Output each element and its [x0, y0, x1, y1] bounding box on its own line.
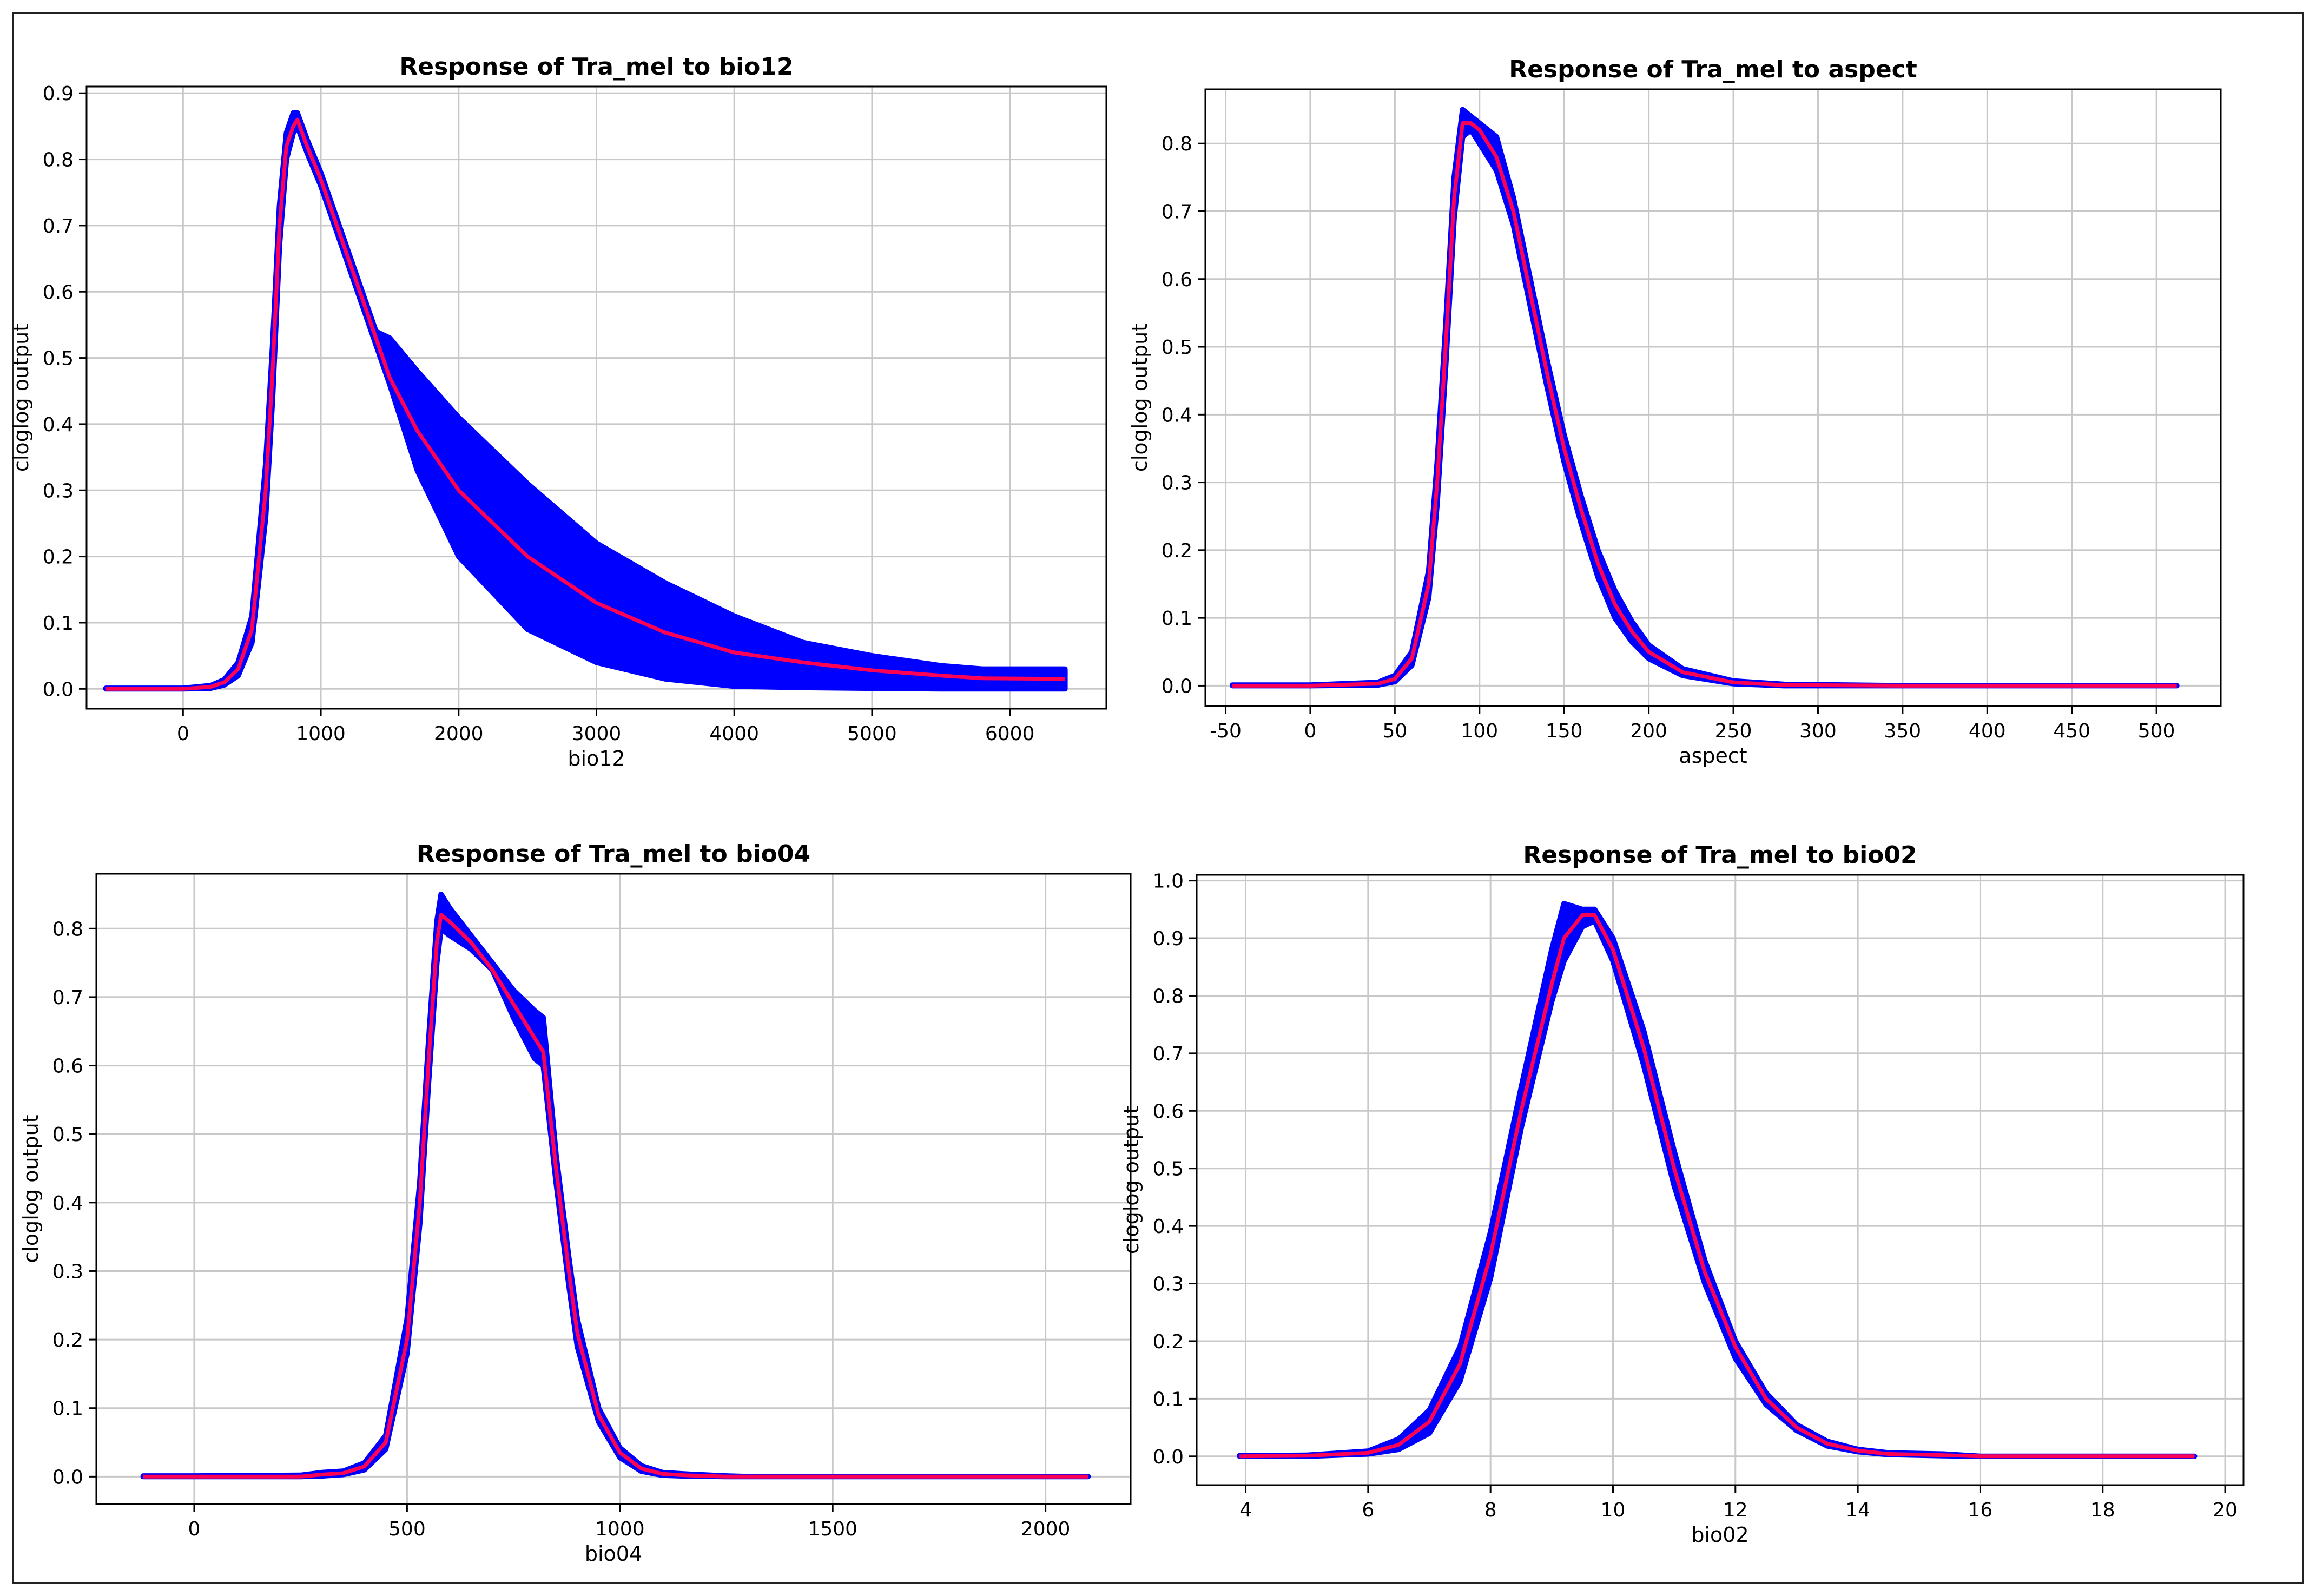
- y-tick-label: 0.7: [52, 987, 83, 1009]
- y-tick-label: 0.6: [52, 1056, 83, 1078]
- y-tick-label: 0.3: [1162, 472, 1192, 494]
- y-tick-label: 0.0: [1162, 675, 1192, 697]
- x-tick-label: 450: [2053, 720, 2090, 742]
- x-tick-label: 500: [2138, 720, 2175, 742]
- y-tick-label: 0.3: [1153, 1274, 1184, 1296]
- y-tick-label: 0.2: [43, 546, 74, 569]
- chart-title: Response of Tra_mel to aspect: [1509, 56, 1917, 83]
- x-tick-label: 1500: [808, 1518, 857, 1540]
- x-tick-label: 350: [1884, 720, 1922, 742]
- x-tick-label: 150: [1546, 720, 1583, 742]
- y-tick-label: 0.9: [43, 83, 74, 105]
- y-tick-label: 1.0: [1153, 870, 1184, 893]
- chart-title: Response of Tra_mel to bio04: [417, 840, 810, 868]
- x-tick-label: 0: [1304, 720, 1317, 742]
- x-tick-label: 0: [188, 1518, 201, 1540]
- x-tick-label: 2000: [434, 723, 484, 745]
- x-tick-label: 2000: [1021, 1518, 1071, 1540]
- x-tick-label: 4000: [709, 723, 759, 745]
- x-axis-label: bio04: [585, 1542, 642, 1566]
- plot-border: [1196, 874, 2245, 1486]
- x-tick-label: 400: [1969, 720, 2006, 742]
- x-tick-label: 0: [177, 723, 189, 745]
- y-axis-label: cloglog output: [19, 1114, 43, 1263]
- x-tick-label: 500: [388, 1518, 426, 1540]
- x-tick-label: 3000: [572, 723, 622, 745]
- x-tick-label: 6: [1362, 1499, 1374, 1521]
- x-tick-label: 14: [1845, 1499, 1870, 1521]
- x-tick-label: 100: [1461, 720, 1498, 742]
- x-tick-label: -50: [1210, 720, 1242, 742]
- y-tick-label: 0.5: [43, 348, 74, 370]
- x-tick-label: 200: [1630, 720, 1667, 742]
- y-tick-label: 0.9: [1153, 928, 1184, 950]
- x-axis-label: bio12: [568, 747, 625, 770]
- x-tick-label: 1000: [595, 1518, 645, 1540]
- y-tick-label: 0.5: [52, 1124, 83, 1146]
- mean-response-line: [105, 117, 1065, 691]
- x-tick-label: 10: [1601, 1499, 1626, 1521]
- y-tick-label: 0.2: [1153, 1331, 1184, 1353]
- x-tick-label: 16: [1968, 1499, 1993, 1521]
- x-tick-label: 8: [1484, 1499, 1497, 1521]
- y-tick-label: 0.0: [1153, 1446, 1184, 1468]
- x-tick-label: 18: [2090, 1499, 2115, 1521]
- y-tick-label: 0.1: [1162, 608, 1192, 630]
- y-tick-label: 0.7: [1153, 1043, 1184, 1065]
- y-tick-label: 0.7: [43, 215, 74, 238]
- x-axis-label: bio02: [1691, 1523, 1748, 1547]
- y-axis-label: cloglog output: [1119, 1106, 1143, 1254]
- y-tick-label: 0.8: [43, 149, 74, 172]
- mean-response-line: [1232, 121, 2177, 688]
- x-axis-label: aspect: [1679, 744, 1747, 768]
- y-tick-label: 0.7: [1162, 201, 1192, 223]
- y-tick-label: 0.4: [52, 1192, 83, 1215]
- y-tick-label: 0.8: [1153, 985, 1184, 1007]
- y-tick-label: 0.3: [52, 1261, 83, 1283]
- y-tick-label: 0.4: [43, 414, 74, 436]
- x-tick-label: 4: [1239, 1499, 1252, 1521]
- y-tick-label: 0.8: [52, 918, 83, 940]
- y-tick-label: 0.5: [1153, 1158, 1184, 1180]
- y-tick-label: 0.8: [1162, 133, 1192, 155]
- y-tick-label: 0.4: [1153, 1216, 1184, 1238]
- y-tick-label: 0.1: [1153, 1388, 1184, 1410]
- chart-title: Response of Tra_mel to bio02: [1523, 841, 1917, 869]
- x-tick-label: 1000: [296, 723, 346, 745]
- y-tick-label: 0.3: [43, 480, 74, 502]
- y-tick-label: 0.2: [1162, 540, 1192, 562]
- mean-response-line: [1239, 913, 2195, 1459]
- plot-border: [95, 873, 1132, 1505]
- y-tick-label: 0.0: [43, 678, 74, 701]
- x-tick-label: 250: [1715, 720, 1752, 742]
- y-tick-label: 0.0: [52, 1466, 83, 1488]
- x-tick-label: 5000: [847, 723, 897, 745]
- plot-area: [1205, 89, 2221, 706]
- plot-area: [96, 874, 1131, 1504]
- y-tick-label: 0.6: [1153, 1100, 1184, 1123]
- y-axis-label: cloglog output: [9, 324, 33, 472]
- y-axis-label: cloglog output: [1128, 324, 1152, 472]
- plot-border: [1204, 88, 2222, 707]
- y-tick-label: 0.6: [1162, 269, 1192, 291]
- plot-area: [1197, 875, 2244, 1485]
- y-tick-label: 0.4: [1162, 404, 1192, 426]
- y-tick-label: 0.5: [1162, 337, 1192, 359]
- chart-title: Response of Tra_mel to bio12: [399, 53, 793, 81]
- x-tick-label: 6000: [985, 723, 1035, 745]
- x-tick-label: 20: [2213, 1499, 2238, 1521]
- x-tick-label: 50: [1382, 720, 1407, 742]
- x-tick-label: 12: [1723, 1499, 1748, 1521]
- y-tick-label: 0.1: [43, 612, 74, 635]
- mean-response-line: [143, 913, 1088, 1479]
- y-tick-label: 0.1: [52, 1398, 83, 1420]
- y-tick-label: 0.6: [43, 281, 74, 304]
- x-tick-label: 300: [1799, 720, 1837, 742]
- y-tick-label: 0.2: [52, 1329, 83, 1351]
